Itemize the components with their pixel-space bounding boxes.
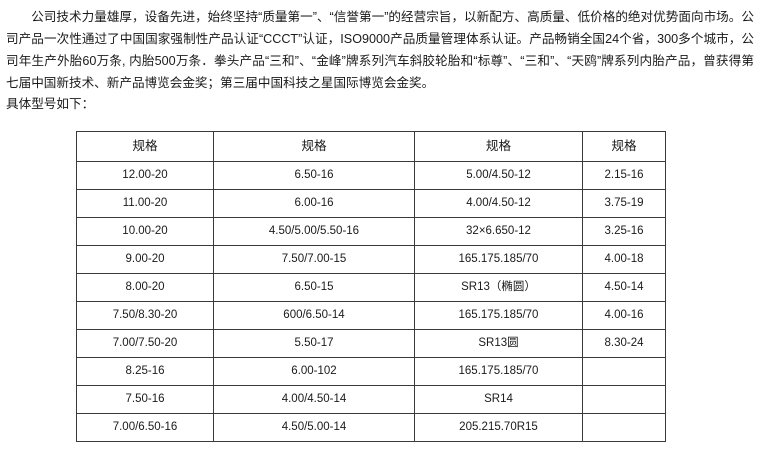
table-row: 11.00-20 6.00-16 4.00/4.50-12 3.75-19 [76, 189, 666, 218]
table-cell: 4.50/5.00/5.50-16 [213, 217, 415, 246]
table-cell: 8.00-20 [76, 273, 214, 302]
table-cell: 5.50-17 [213, 329, 415, 358]
table-cell: 4.00-18 [582, 245, 666, 274]
table-cell: 600/6.50-14 [213, 301, 415, 330]
table-row: 8.25-16 6.00-102 165.175.185/70 [76, 357, 666, 386]
table-cell: 3.75-19 [582, 189, 666, 218]
table-row: 10.00-20 4.50/5.00/5.50-16 32×6.650-12 3… [76, 217, 666, 246]
table-cell: 7.50/7.00-15 [213, 245, 415, 274]
table-cell: 165.175.185/70 [414, 357, 583, 386]
table-cell-empty [582, 357, 666, 386]
table-cell: 11.00-20 [76, 189, 214, 218]
table-cell: 7.00/6.50-16 [76, 413, 214, 442]
table-row: 7.00/6.50-16 4.50/5.00-14 205.215.70R15 [76, 413, 666, 442]
table-cell: 8.25-16 [76, 357, 214, 386]
table-row: 7.50-16 4.00/4.50-14 SR14 [76, 385, 666, 414]
table-cell: SR14 [414, 385, 583, 414]
specification-table-wrapper: 规格 规格 规格 规格 12.00-20 6.50-16 5.00/4.50-1… [76, 131, 666, 442]
intro-paragraph: 公司技术力量雄厚，设备先进，始终坚持“质量第一”、“信誉第一”的经营宗旨，以新配… [6, 10, 754, 90]
table-cell-empty [582, 413, 666, 442]
table-row: 7.50/8.30-20 600/6.50-14 165.175.185/70 … [76, 301, 666, 330]
column-header-2: 规格 [213, 131, 415, 162]
intro-paragraph-block: 公司技术力量雄厚，设备先进，始终坚持“质量第一”、“信誉第一”的经营宗旨，以新配… [6, 6, 754, 94]
table-cell-empty [582, 385, 666, 414]
table-row: 12.00-20 6.50-16 5.00/4.50-12 2.15-16 [76, 161, 666, 190]
table-cell: 4.00-16 [582, 301, 666, 330]
table-cell: SR13（椭圆） [414, 273, 583, 302]
table-cell: 7.50/8.30-20 [76, 301, 214, 330]
table-body: 12.00-20 6.50-16 5.00/4.50-12 2.15-16 11… [76, 161, 666, 442]
table-cell: SR13圆 [414, 329, 583, 358]
column-header-1: 规格 [76, 131, 214, 162]
table-row: 7.00/7.50-20 5.50-17 SR13圆 8.30-24 [76, 329, 666, 358]
table-cell: 165.175.185/70 [414, 245, 583, 274]
table-cell: 12.00-20 [76, 161, 214, 190]
table-cell: 7.00/7.50-20 [76, 329, 214, 358]
table-cell: 4.00/4.50-14 [213, 385, 415, 414]
table-cell: 3.25-16 [582, 217, 666, 246]
table-cell: 4.50/5.00-14 [213, 413, 415, 442]
table-cell: 4.50-14 [582, 273, 666, 302]
table-cell: 4.00/4.50-12 [414, 189, 583, 218]
lead-line: 具体型号如下： [6, 97, 95, 111]
table-cell: 6.50-16 [213, 161, 415, 190]
table-cell: 5.00/4.50-12 [414, 161, 583, 190]
table-cell: 165.175.185/70 [414, 301, 583, 330]
table-cell: 32×6.650-12 [414, 217, 583, 246]
table-cell: 7.50-16 [76, 385, 214, 414]
table-cell: 2.15-16 [582, 161, 666, 190]
table-row: 8.00-20 6.50-15 SR13（椭圆） 4.50-14 [76, 273, 666, 302]
table-cell: 6.00-16 [213, 189, 415, 218]
table-cell: 9.00-20 [76, 245, 214, 274]
table-cell: 8.30-24 [582, 329, 666, 358]
table-header-row: 规格 规格 规格 规格 [76, 131, 666, 162]
table-cell: 205.215.70R15 [414, 413, 583, 442]
table-row: 9.00-20 7.50/7.00-15 165.175.185/70 4.00… [76, 245, 666, 274]
column-header-4: 规格 [582, 131, 666, 162]
table-cell: 6.00-102 [213, 357, 415, 386]
table-cell: 6.50-15 [213, 273, 415, 302]
table-cell: 10.00-20 [76, 217, 214, 246]
specification-table: 规格 规格 规格 规格 12.00-20 6.50-16 5.00/4.50-1… [76, 131, 666, 442]
column-header-3: 规格 [414, 131, 583, 162]
